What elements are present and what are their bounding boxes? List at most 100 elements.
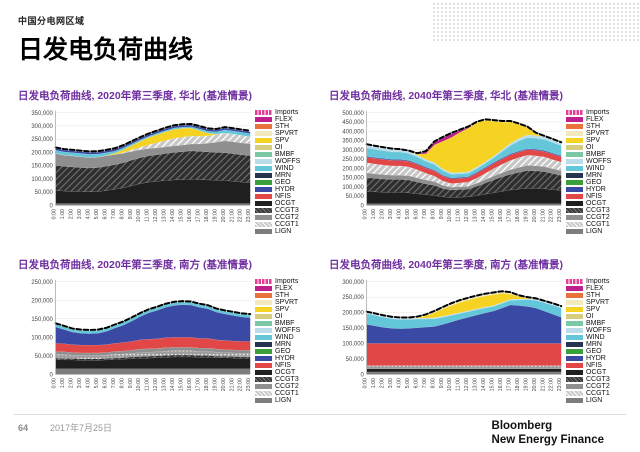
legend-item-bmbf: BMBF — [566, 151, 611, 158]
area-series-ocgt — [55, 356, 251, 369]
legend-label: LIGN — [275, 228, 292, 235]
y-tick-label: 300,000 — [342, 280, 364, 286]
legend-swatch — [255, 180, 272, 185]
legend-label: WOFFS — [586, 327, 612, 334]
x-tick-label: 7:00 — [422, 378, 428, 388]
legend-swatch — [566, 300, 583, 305]
x-tick-label: 22:00 — [238, 378, 244, 391]
slide-footer: 64 2017年7月25日 Bloomberg New Energy Finan… — [14, 414, 626, 452]
x-tick-label: 20:00 — [221, 378, 227, 391]
legend-item-lign: LIGN — [566, 397, 611, 404]
legend-label: STH — [275, 292, 289, 299]
legend-swatch — [255, 398, 272, 403]
y-tick-label: 100,000 — [31, 335, 53, 341]
chart-legend: Imports FLEX STH SPVRT SPV OI BMBF WOFFS WIND MRN… — [566, 278, 611, 404]
legend-label: OCGT — [275, 369, 296, 376]
legend-item-ccgt1: CCGT1 — [255, 390, 300, 397]
x-tick-label: 15:00 — [490, 378, 496, 391]
legend-item-mrn: MRN — [566, 341, 611, 348]
legend-item-flex: FLEX — [566, 285, 611, 292]
x-tick-label: 1:00 — [60, 378, 66, 388]
legend-item-ccgt3: CCGT3 — [566, 207, 611, 214]
legend-swatch — [566, 152, 583, 157]
legend-item-sth: STH — [255, 292, 300, 299]
legend-label: CCGT2 — [275, 214, 299, 221]
x-tick-label: 17:00 — [506, 378, 512, 391]
y-tick-label: 200,000 — [31, 298, 53, 304]
area-series-lign — [366, 371, 562, 375]
legend-swatch — [255, 384, 272, 389]
legend-swatch — [255, 166, 272, 171]
legend-label: CCGT3 — [586, 207, 610, 214]
y-tick-label: 50,000 — [35, 354, 54, 360]
legend-item-lign: LIGN — [255, 228, 300, 235]
legend-label: Imports — [275, 278, 299, 285]
legend-item-geo: GEO — [566, 348, 611, 355]
x-tick-label: 21:00 — [540, 378, 546, 391]
area-series-ccgt2 — [366, 165, 562, 190]
x-tick-label: 8:00 — [119, 378, 125, 388]
legend-label: CCGT2 — [275, 383, 299, 390]
legend-item-ccgt3: CCGT3 — [566, 376, 611, 383]
y-tick-label: 300,000 — [31, 124, 53, 130]
legend-item-ccgt2: CCGT2 — [566, 383, 611, 390]
legend-swatch — [255, 370, 272, 375]
x-tick-label: 5:00 — [94, 209, 100, 219]
legend-swatch — [255, 208, 272, 213]
x-tick-label: 8:00 — [430, 209, 436, 219]
area-series-ocgt — [366, 188, 562, 204]
legend-item-ccgt2: CCGT2 — [566, 214, 611, 221]
x-tick-label: 10:00 — [136, 209, 142, 222]
y-tick-label: 350,000 — [342, 139, 364, 145]
x-tick-label: 11:00 — [145, 378, 151, 391]
chart-area: 0 50,000 100,000 150,000 200,000 250,000 300,0… — [327, 274, 628, 416]
x-tick-label: 11:00 — [456, 378, 462, 391]
x-tick-label: 19:00 — [523, 378, 529, 391]
legend-swatch — [255, 215, 272, 220]
area-series-hydr — [366, 304, 562, 344]
area-series-nfis — [366, 149, 562, 184]
legend-swatch — [566, 208, 583, 213]
demand-dashed-line — [54, 300, 252, 331]
y-tick-label: 450,000 — [342, 120, 364, 126]
brand-line2: New Energy Finance — [491, 433, 604, 446]
area-series-wind — [55, 126, 251, 158]
legend-item-woffs: WOFFS — [255, 327, 300, 334]
legend-swatch — [255, 300, 272, 305]
legend-item-wind: WIND — [255, 334, 300, 341]
x-tick-label: 21:00 — [229, 209, 235, 222]
legend-label: Imports — [586, 109, 610, 116]
x-tick-label: 15:00 — [179, 378, 185, 391]
area-series-ccgt3 — [55, 150, 251, 192]
y-tick-label: 250,000 — [342, 295, 364, 301]
legend-swatch — [255, 335, 272, 340]
legend-item-nfis: NFIS — [566, 193, 611, 200]
x-tick-label: 8:00 — [119, 209, 125, 219]
legend-swatch — [566, 279, 583, 284]
x-tick-label: 16:00 — [187, 209, 193, 222]
chart-panel-north-2020: 日发电负荷曲线, 2020年第三季度, 华北 (基准情景) 0 50,000 100… — [16, 84, 317, 247]
legend-item-spvrt: SPVRT — [566, 299, 611, 306]
demand-dashed-line — [365, 118, 563, 155]
area-series-nfis — [55, 337, 251, 353]
legend-item-spv: SPV — [566, 306, 611, 313]
area-series-ccgt1 — [366, 365, 562, 369]
x-tick-label: 14:00 — [481, 378, 487, 391]
legend-label: CCGT3 — [275, 376, 299, 383]
legend-item-ccgt1: CCGT1 — [566, 221, 611, 228]
area-series-lign — [366, 203, 562, 206]
x-tick-label: 17:00 — [506, 209, 512, 222]
legend-swatch — [255, 307, 272, 312]
legend-swatch — [255, 314, 272, 319]
x-tick-label: 0:00 — [363, 209, 369, 219]
x-tick-label: 13:00 — [473, 378, 479, 391]
area-series-ccgt2 — [55, 140, 251, 168]
legend-item-hydr: HYDR — [566, 355, 611, 362]
chart-title: 日发电负荷曲线, 2020年第三季度, 华北 (基准情景) — [18, 90, 252, 102]
y-tick-label: 150,000 — [342, 326, 364, 332]
legend-label: NFIS — [275, 362, 291, 369]
x-tick-label: 19:00 — [523, 209, 529, 222]
legend-label: WOFFS — [586, 158, 612, 165]
footer-date: 2017年7月25日 — [50, 423, 113, 433]
legend-swatch — [566, 370, 583, 375]
